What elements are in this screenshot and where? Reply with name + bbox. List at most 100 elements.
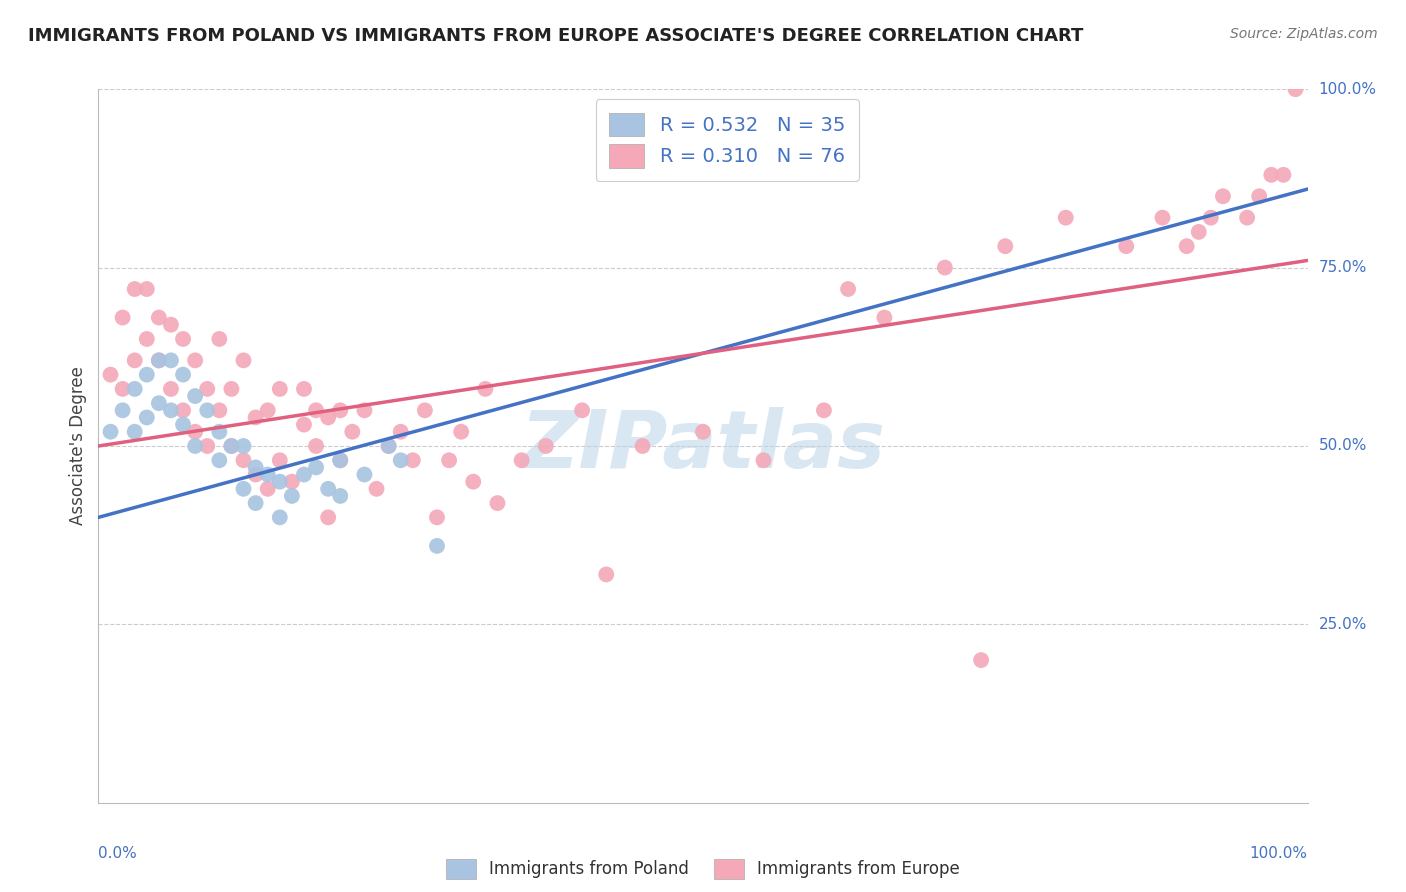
Point	[172, 417, 194, 432]
Legend: Immigrants from Poland, Immigrants from Europe: Immigrants from Poland, Immigrants from …	[437, 850, 969, 888]
Point	[232, 353, 254, 368]
Point	[534, 439, 557, 453]
Point	[813, 403, 835, 417]
Point	[172, 403, 194, 417]
Text: 50.0%: 50.0%	[1319, 439, 1367, 453]
Point	[1175, 239, 1198, 253]
Point	[100, 425, 122, 439]
Point	[463, 475, 485, 489]
Point	[292, 467, 315, 482]
Point	[208, 425, 231, 439]
Point	[184, 389, 207, 403]
Point	[316, 410, 339, 425]
Point	[148, 396, 170, 410]
Point	[232, 453, 254, 467]
Point	[232, 439, 254, 453]
Point	[934, 260, 956, 275]
Point	[124, 425, 146, 439]
Point	[595, 567, 617, 582]
Point	[256, 482, 278, 496]
Point	[437, 453, 460, 467]
Point	[135, 332, 157, 346]
Point	[245, 460, 267, 475]
Point	[970, 653, 993, 667]
Point	[269, 382, 291, 396]
Point	[1199, 211, 1222, 225]
Point	[389, 453, 412, 467]
Point	[148, 310, 170, 325]
Point	[486, 496, 509, 510]
Point	[631, 439, 654, 453]
Point	[281, 489, 304, 503]
Y-axis label: Associate's Degree: Associate's Degree	[69, 367, 87, 525]
Text: 100.0%: 100.0%	[1319, 82, 1376, 96]
Point	[1188, 225, 1211, 239]
Point	[316, 510, 339, 524]
Point	[873, 310, 896, 325]
Point	[389, 425, 412, 439]
Point	[329, 453, 352, 467]
Point	[135, 410, 157, 425]
Text: ZIPatlas: ZIPatlas	[520, 407, 886, 485]
Point	[124, 282, 146, 296]
Point	[752, 453, 775, 467]
Point	[353, 467, 375, 482]
Point	[208, 453, 231, 467]
Point	[184, 353, 207, 368]
Point	[305, 460, 328, 475]
Point	[172, 332, 194, 346]
Point	[1212, 189, 1234, 203]
Point	[160, 403, 183, 417]
Point	[221, 439, 243, 453]
Point	[100, 368, 122, 382]
Point	[1152, 211, 1174, 225]
Point	[692, 425, 714, 439]
Point	[111, 403, 134, 417]
Point	[208, 332, 231, 346]
Point	[111, 310, 134, 325]
Point	[316, 482, 339, 496]
Point	[510, 453, 533, 467]
Point	[195, 403, 218, 417]
Point	[256, 467, 278, 482]
Point	[450, 425, 472, 439]
Point	[269, 475, 291, 489]
Point	[124, 382, 146, 396]
Point	[994, 239, 1017, 253]
Point	[208, 403, 231, 417]
Point	[426, 539, 449, 553]
Point	[1249, 189, 1271, 203]
Point	[172, 368, 194, 382]
Point	[474, 382, 496, 396]
Point	[135, 368, 157, 382]
Point	[1260, 168, 1282, 182]
Point	[413, 403, 436, 417]
Point	[426, 510, 449, 524]
Point	[1284, 82, 1306, 96]
Point	[342, 425, 364, 439]
Point	[269, 453, 291, 467]
Text: 100.0%: 100.0%	[1250, 846, 1308, 861]
Point	[329, 489, 352, 503]
Point	[402, 453, 425, 467]
Text: 75.0%: 75.0%	[1319, 260, 1367, 275]
Point	[148, 353, 170, 368]
Point	[256, 403, 278, 417]
Point	[305, 439, 328, 453]
Point	[232, 482, 254, 496]
Point	[245, 467, 267, 482]
Point	[292, 417, 315, 432]
Point	[1054, 211, 1077, 225]
Point	[221, 439, 243, 453]
Point	[160, 353, 183, 368]
Point	[292, 382, 315, 396]
Point	[184, 439, 207, 453]
Point	[245, 410, 267, 425]
Point	[1115, 239, 1137, 253]
Point	[377, 439, 399, 453]
Point	[221, 382, 243, 396]
Point	[329, 453, 352, 467]
Text: IMMIGRANTS FROM POLAND VS IMMIGRANTS FROM EUROPE ASSOCIATE'S DEGREE CORRELATION : IMMIGRANTS FROM POLAND VS IMMIGRANTS FRO…	[28, 27, 1084, 45]
Point	[366, 482, 388, 496]
Point	[305, 403, 328, 417]
